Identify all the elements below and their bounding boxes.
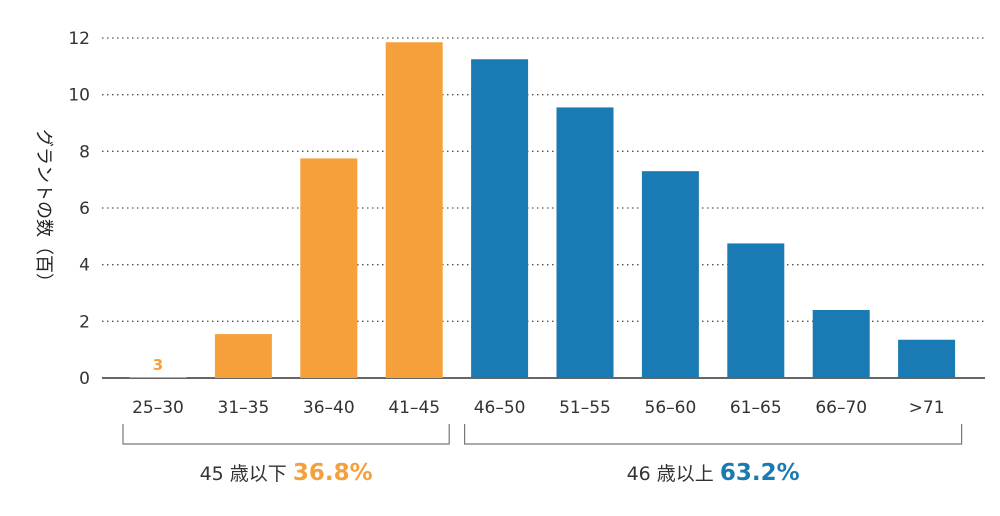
bar (641, 171, 699, 378)
group-bracket (464, 424, 963, 445)
group-label: 46 歳以上 (627, 463, 720, 485)
bar (471, 59, 529, 378)
y-tick-label: 2 (79, 312, 90, 332)
bar (727, 243, 785, 378)
group-percent: 36.8% (293, 460, 373, 486)
bar (129, 377, 187, 378)
x-tick-label: 41–45 (388, 398, 440, 418)
x-tick-label: 56–60 (645, 398, 697, 418)
group-caption: 45 歳以下 36.8% (200, 460, 373, 486)
x-tick-label: 31–35 (218, 398, 270, 418)
bar (385, 42, 443, 378)
data-labels: 3 (153, 356, 163, 374)
y-tick-label: 10 (68, 86, 90, 106)
age-group-brackets: 45 歳以下 36.8% 46 歳以上 63.2% (122, 424, 963, 486)
x-tick-label: 61–65 (730, 398, 782, 418)
group-label: 45 歳以下 (200, 463, 293, 485)
x-tick-label: 51–55 (559, 398, 611, 418)
bar (556, 107, 614, 379)
bar (300, 158, 358, 378)
x-tick-label: 66–70 (815, 398, 867, 418)
x-tick-label: 25–30 (132, 398, 184, 418)
bar (214, 334, 272, 378)
y-tick-label: 8 (79, 142, 90, 162)
bars (129, 42, 956, 379)
x-tick-label: 36–40 (303, 398, 355, 418)
y-tick-label: 12 (68, 29, 90, 49)
y-tick-label: 6 (79, 199, 90, 219)
x-axis-ticks: 25–30 31–35 36–40 41–45 46–50 51–55 56–60 61–65… (132, 398, 944, 418)
bar (898, 339, 956, 378)
group-percent: 63.2% (720, 460, 800, 486)
bar (812, 310, 870, 378)
group-bracket (122, 424, 450, 445)
x-tick-label: 46–50 (474, 398, 526, 418)
x-tick-label: >71 (909, 398, 945, 418)
group-caption: 46 歳以上 63.2% (627, 460, 800, 486)
data-label: 3 (153, 356, 163, 374)
y-axis-label: グラントの数（百） (33, 129, 54, 291)
y-tick-label: 0 (79, 369, 90, 389)
y-axis-ticks: 0 2 4 6 8 10 12 (68, 29, 90, 389)
y-tick-label: 4 (79, 256, 90, 276)
